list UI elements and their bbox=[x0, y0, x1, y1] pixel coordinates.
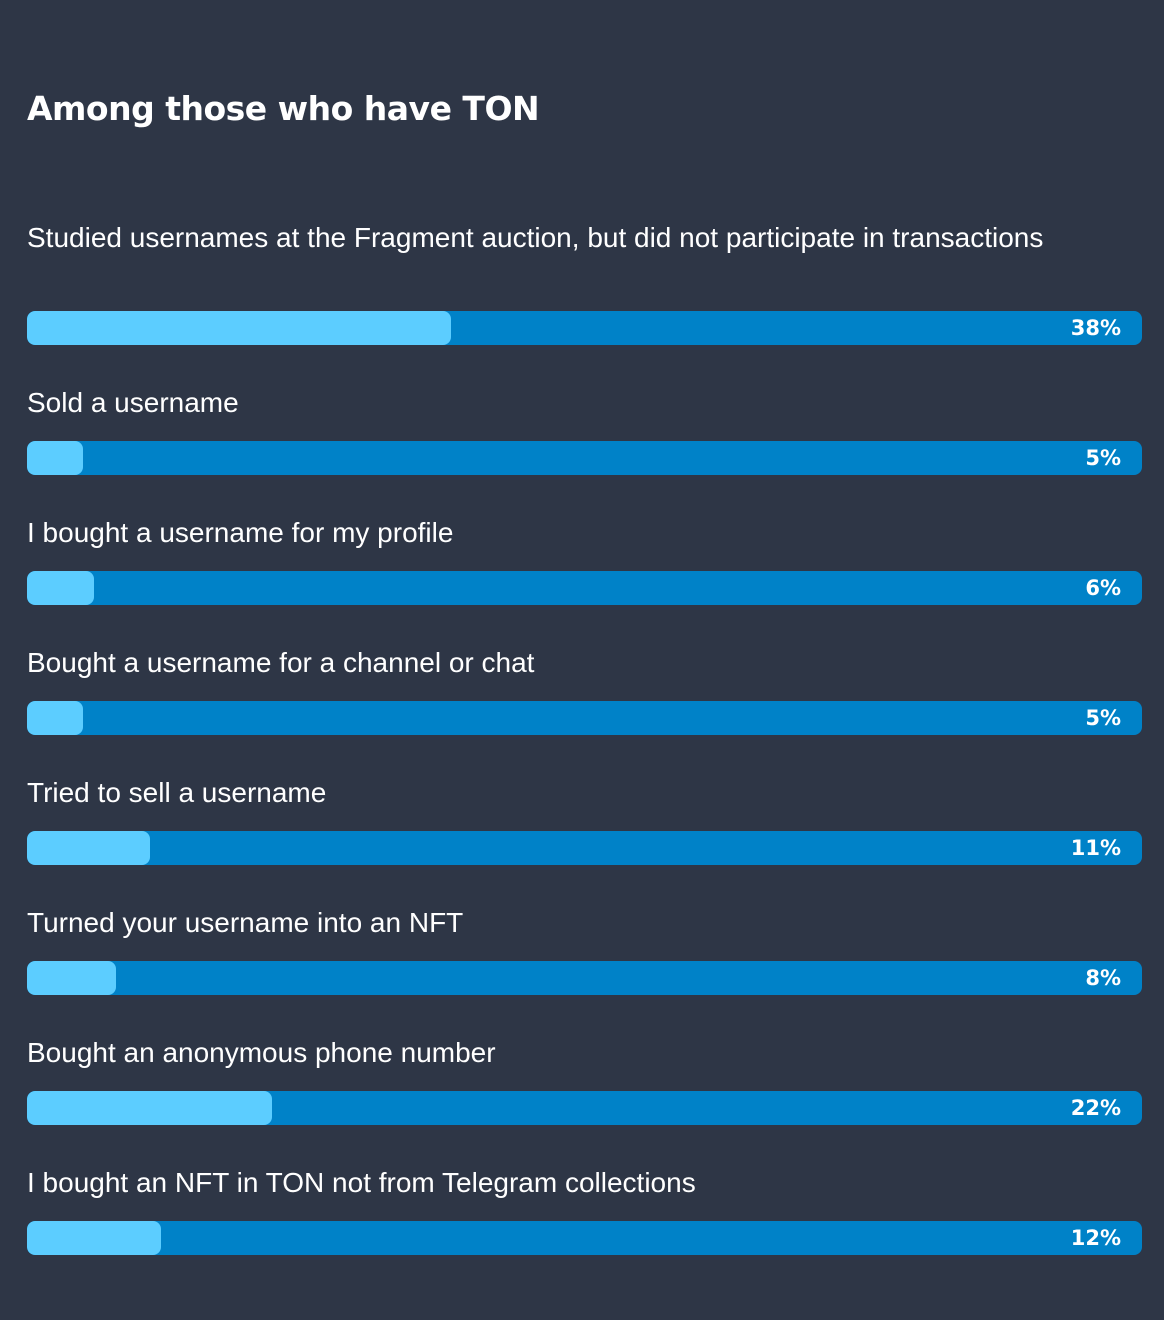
bar-fill bbox=[27, 701, 83, 735]
category-label: Bought a username for a channel or chat bbox=[27, 647, 535, 678]
bar-fill bbox=[27, 831, 150, 865]
bar-fill bbox=[27, 571, 94, 605]
bar-fill bbox=[27, 441, 83, 475]
category-label: Bought an anonymous phone number bbox=[27, 1037, 496, 1068]
bar-fill bbox=[27, 311, 451, 345]
bar-track: 11% bbox=[27, 831, 1142, 865]
value-label: 22% bbox=[1070, 1096, 1121, 1120]
bar-track: 5% bbox=[27, 701, 1142, 735]
category-label: Tried to sell a username bbox=[27, 777, 327, 808]
chart-title: Among those who have TON bbox=[27, 89, 540, 128]
category-label: I bought an NFT in TON not from Telegram… bbox=[27, 1167, 696, 1198]
bar-track: 22% bbox=[27, 1091, 1142, 1125]
category-label: Turned your username into an NFT bbox=[27, 907, 464, 938]
value-label: 5% bbox=[1085, 706, 1121, 730]
value-label: 12% bbox=[1070, 1226, 1121, 1250]
value-label: 5% bbox=[1085, 446, 1121, 470]
bar-track: 8% bbox=[27, 961, 1142, 995]
value-label: 11% bbox=[1070, 836, 1121, 860]
value-label: 8% bbox=[1085, 966, 1121, 990]
category-label: I bought a username for my profile bbox=[27, 517, 454, 548]
bar-track: 6% bbox=[27, 571, 1142, 605]
bar-fill bbox=[27, 961, 116, 995]
category-label: Sold a username bbox=[27, 387, 239, 418]
bar-track: 38% bbox=[27, 311, 1142, 345]
category-label: Studied usernames at the Fragment auctio… bbox=[27, 222, 1044, 253]
value-label: 38% bbox=[1070, 316, 1121, 340]
value-label: 6% bbox=[1085, 576, 1121, 600]
bar-track: 5% bbox=[27, 441, 1142, 475]
bar-fill bbox=[27, 1091, 272, 1125]
bar-fill bbox=[27, 1221, 161, 1255]
bar-track: 12% bbox=[27, 1221, 1142, 1255]
